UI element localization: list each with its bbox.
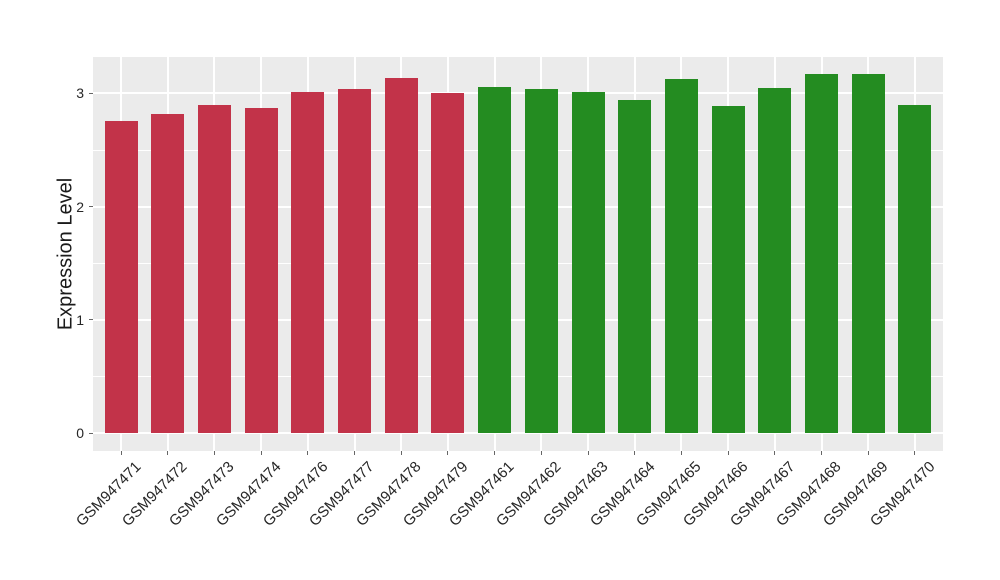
y-tick-3 [89,92,93,94]
bar-GSM947478 [384,77,418,433]
x-tick-GSM947474 [260,451,262,455]
x-tick-GSM947467 [774,451,776,455]
bar-GSM947471 [104,120,138,433]
x-tick-GSM947476 [307,451,309,455]
minor-gridline-y-0.5 [93,375,943,377]
x-tick-GSM947469 [867,451,869,455]
bar-GSM947469 [851,74,885,433]
major-gridline-y-1 [93,318,943,321]
minor-gridline-y-2.5 [93,149,943,151]
y-tick-1 [89,319,93,321]
bar-GSM947468 [805,74,839,433]
x-tick-GSM947470 [914,451,916,455]
major-gridline-y-3 [93,92,943,95]
x-tick-GSM947466 [727,451,729,455]
y-tick-2 [89,206,93,208]
bar-GSM947472 [151,113,185,433]
bar-GSM947474 [244,108,278,433]
y-tick-0 [89,432,93,434]
y-tick-label-text: 0 [76,425,84,441]
y-axis-title-text: Expression Level [54,177,77,331]
bar-GSM947463 [571,92,605,433]
y-tick-label-text: 2 [76,198,84,215]
y-tick-label-text: 1 [76,311,84,328]
bar-GSM947461 [478,86,512,433]
bar-GSM947464 [618,100,652,433]
x-tick-GSM947464 [634,451,636,455]
x-tick-GSM947468 [821,451,823,455]
bar-GSM947473 [197,104,231,433]
x-tick-GSM947477 [354,451,356,455]
bar-GSM947467 [758,87,792,433]
plot-panel [93,57,943,451]
major-gridline-y-2 [93,205,943,208]
x-tick-GSM947462 [540,451,542,455]
bar-GSM947476 [291,92,325,433]
bar-GSM947479 [431,93,465,433]
y-tick-label-text: 3 [76,85,84,102]
x-tick-GSM947463 [587,451,589,455]
bar-GSM947470 [898,104,932,433]
minor-gridline-y-1.5 [93,262,943,264]
bar-GSM947466 [711,105,745,433]
x-tick-GSM947465 [680,451,682,455]
x-tick-GSM947461 [494,451,496,455]
major-gridline-y-0 [93,432,943,434]
bar-GSM947477 [338,88,372,433]
x-tick-GSM947478 [400,451,402,455]
bar-GSM947462 [524,88,558,433]
x-tick-GSM947479 [447,451,449,455]
x-tick-GSM947472 [167,451,169,455]
x-tick-GSM947473 [213,451,215,455]
bar-GSM947465 [664,78,698,433]
x-tick-GSM947471 [120,451,122,455]
